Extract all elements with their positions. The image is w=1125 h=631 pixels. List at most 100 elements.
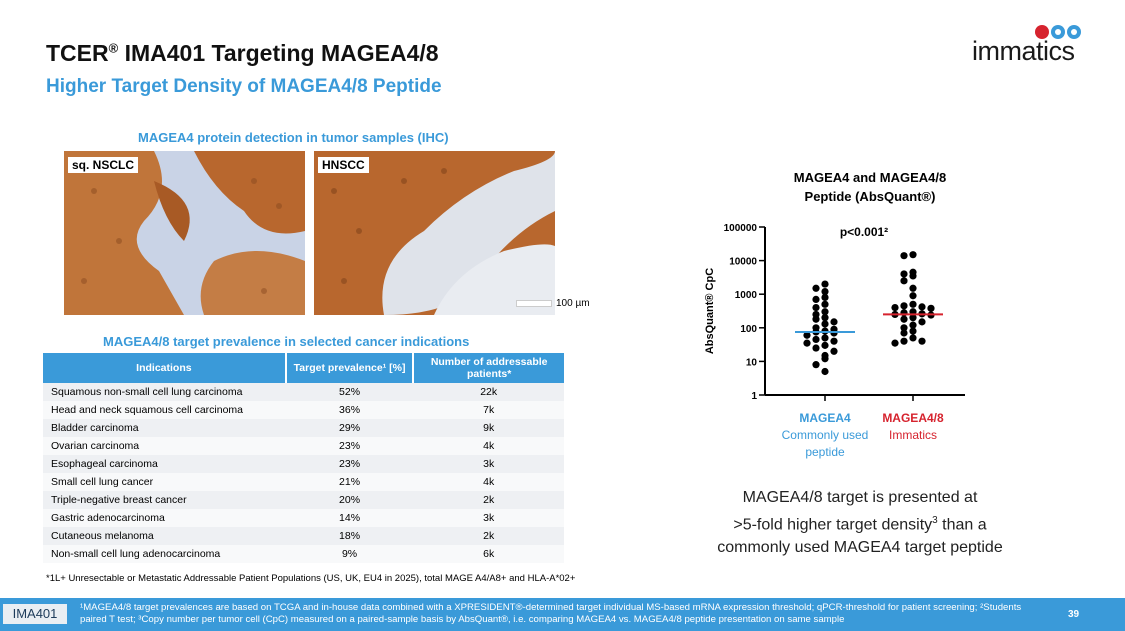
ihc-heading: MAGEA4 protein detection in tumor sample…: [138, 130, 449, 145]
page-subtitle: Higher Target Density of MAGEA4/8 Peptid…: [46, 76, 442, 97]
cell-indication: Ovarian carcinoma: [43, 437, 286, 455]
footer-footnotes: ¹MAGEA4/8 target prevalences are based o…: [80, 602, 1022, 625]
x-category-sublabel: Commonly used: [782, 428, 869, 442]
data-point-magea4-8: [900, 337, 908, 345]
scale-bar: [516, 300, 552, 307]
ihc-nsclc-texture: [64, 151, 305, 315]
x-category-label: MAGEA4: [799, 411, 851, 425]
ihc-image-hnscc: HNSCC: [314, 151, 555, 315]
cell-indication: Small cell lung cancer: [43, 473, 286, 491]
data-point-magea4: [821, 280, 829, 288]
data-point-magea4: [821, 293, 829, 302]
cell-indication: Head and neck squamous cell carcinoma: [43, 401, 286, 419]
col-header-patients: Number of addressable patients*: [413, 353, 564, 383]
cell-prevalence: 23%: [285, 437, 414, 455]
data-point-magea4-8: [900, 270, 908, 278]
data-point-magea4: [830, 329, 838, 337]
prevalence-heading: MAGEA4/8 target prevalence in selected c…: [103, 334, 470, 349]
page-number: 39: [1068, 609, 1080, 620]
cell-patients: 3k: [413, 455, 564, 473]
prevalence-footnote: *1L+ Unresectable or Metastatic Addressa…: [46, 573, 576, 584]
data-point-magea4: [821, 367, 829, 376]
absquant-scatter-chart: 1 10 100 1000 10000 100000 AbsQuant® CpC p<0.00…: [704, 223, 965, 459]
cell-indication: Cutaneous melanoma: [43, 527, 286, 545]
data-point-magea4: [821, 334, 829, 342]
data-point-magea4-8: [927, 304, 935, 312]
data-point-magea4: [821, 287, 829, 296]
data-point-magea4: [830, 337, 838, 345]
cell-prevalence: 52%: [285, 383, 414, 401]
y-tick-label: 1000: [735, 290, 758, 301]
data-point-magea4-8: [909, 300, 917, 308]
table-row: Cutaneous melanoma 18% 2k: [43, 527, 564, 545]
cell-indication: Gastric adenocarcinoma: [43, 509, 286, 527]
claim-line2: >5-fold higher target density3 than a: [733, 515, 987, 534]
y-axis-label: AbsQuant® CpC: [704, 268, 716, 354]
footer-tag: IMA401: [3, 604, 67, 624]
cell-patients: 2k: [413, 527, 564, 545]
col-header-prevalence: Target prevalence¹ [%]: [285, 353, 415, 383]
cell-patients: 22k: [413, 383, 564, 401]
data-point-magea4-8: [909, 321, 917, 329]
table-row: Bladder carcinoma 29% 9k: [43, 419, 564, 437]
cell-patients: 7k: [413, 401, 564, 419]
data-point-magea4: [803, 339, 811, 347]
data-point-magea4: [812, 295, 820, 304]
prevalence-table: Indications Target prevalence¹ [%] Numbe…: [43, 353, 564, 563]
table-row: Gastric adenocarcinoma 14% 3k: [43, 509, 564, 527]
y-tick-label: 10000: [729, 257, 757, 268]
table-row: Head and neck squamous cell carcinoma 36%…: [43, 401, 564, 419]
cell-patients: 9k: [413, 419, 564, 437]
data-point-magea4: [821, 300, 829, 308]
data-point-magea4: [821, 314, 829, 322]
data-point-magea4-8: [900, 252, 908, 260]
cell-patients: 2k: [413, 491, 564, 509]
ihc-image-nsclc: sq. NSCLC: [64, 151, 305, 315]
data-point-magea4-8: [918, 318, 926, 326]
chart-title-line2: Peptide (AbsQuant®): [804, 189, 936, 204]
data-point-magea4-8: [918, 303, 926, 311]
data-point-magea4: [812, 284, 820, 292]
data-point-magea4-8: [900, 329, 908, 337]
data-point-magea4-8: [891, 303, 899, 312]
ihc-label-nsclc: sq. NSCLC: [68, 157, 139, 173]
data-point-magea4-8: [909, 272, 917, 280]
data-point-magea4-8: [900, 324, 908, 332]
cell-prevalence: 14%: [285, 509, 414, 527]
data-point-magea4-8: [909, 334, 917, 342]
data-point-magea4: [821, 341, 829, 349]
data-point-magea4-8: [918, 337, 926, 345]
x-category-label: MAGEA4/8: [882, 411, 944, 425]
table-row: Esophageal carcinoma 23% 3k: [43, 455, 564, 473]
cell-prevalence: 21%: [285, 473, 414, 491]
data-point-magea4: [830, 318, 838, 326]
scale-label: 100 µm: [556, 298, 590, 309]
chart-title-line1: MAGEA4 and MAGEA4/8: [793, 170, 947, 185]
data-point-magea4: [812, 344, 820, 352]
table-row: Small cell lung cancer 21% 4k: [43, 473, 564, 491]
immatics-logo: immatics: [972, 24, 1092, 68]
data-point-magea4-8: [900, 302, 908, 310]
data-point-magea4-8: [909, 251, 917, 259]
data-point-magea4: [812, 303, 820, 312]
data-point-magea4: [812, 361, 820, 369]
cell-indication: Triple-negative breast cancer: [43, 491, 286, 509]
data-point-magea4: [812, 315, 820, 323]
data-point-magea4: [830, 347, 838, 355]
data-point-magea4-8: [900, 315, 908, 323]
data-point-magea4-8: [891, 339, 899, 347]
table-row: Ovarian carcinoma 23% 4k: [43, 437, 564, 455]
cell-indication: Squamous non-small cell lung carcinoma: [43, 383, 286, 401]
data-point-magea4-8: [909, 327, 917, 335]
logo-wordmark: immatics: [972, 36, 1075, 66]
cell-indication: Bladder carcinoma: [43, 419, 286, 437]
y-tick-label: 100: [740, 324, 757, 335]
data-point-magea4: [821, 355, 829, 363]
cell-indication: Esophageal carcinoma: [43, 455, 286, 473]
cell-prevalence: 9%: [285, 545, 414, 563]
y-tick-label: 10: [746, 357, 758, 368]
y-tick-label: 1: [751, 391, 757, 402]
cell-prevalence: 29%: [285, 419, 414, 437]
claim-line1: MAGEA4/8 target is presented at: [742, 489, 978, 506]
cell-prevalence: 20%: [285, 491, 414, 509]
